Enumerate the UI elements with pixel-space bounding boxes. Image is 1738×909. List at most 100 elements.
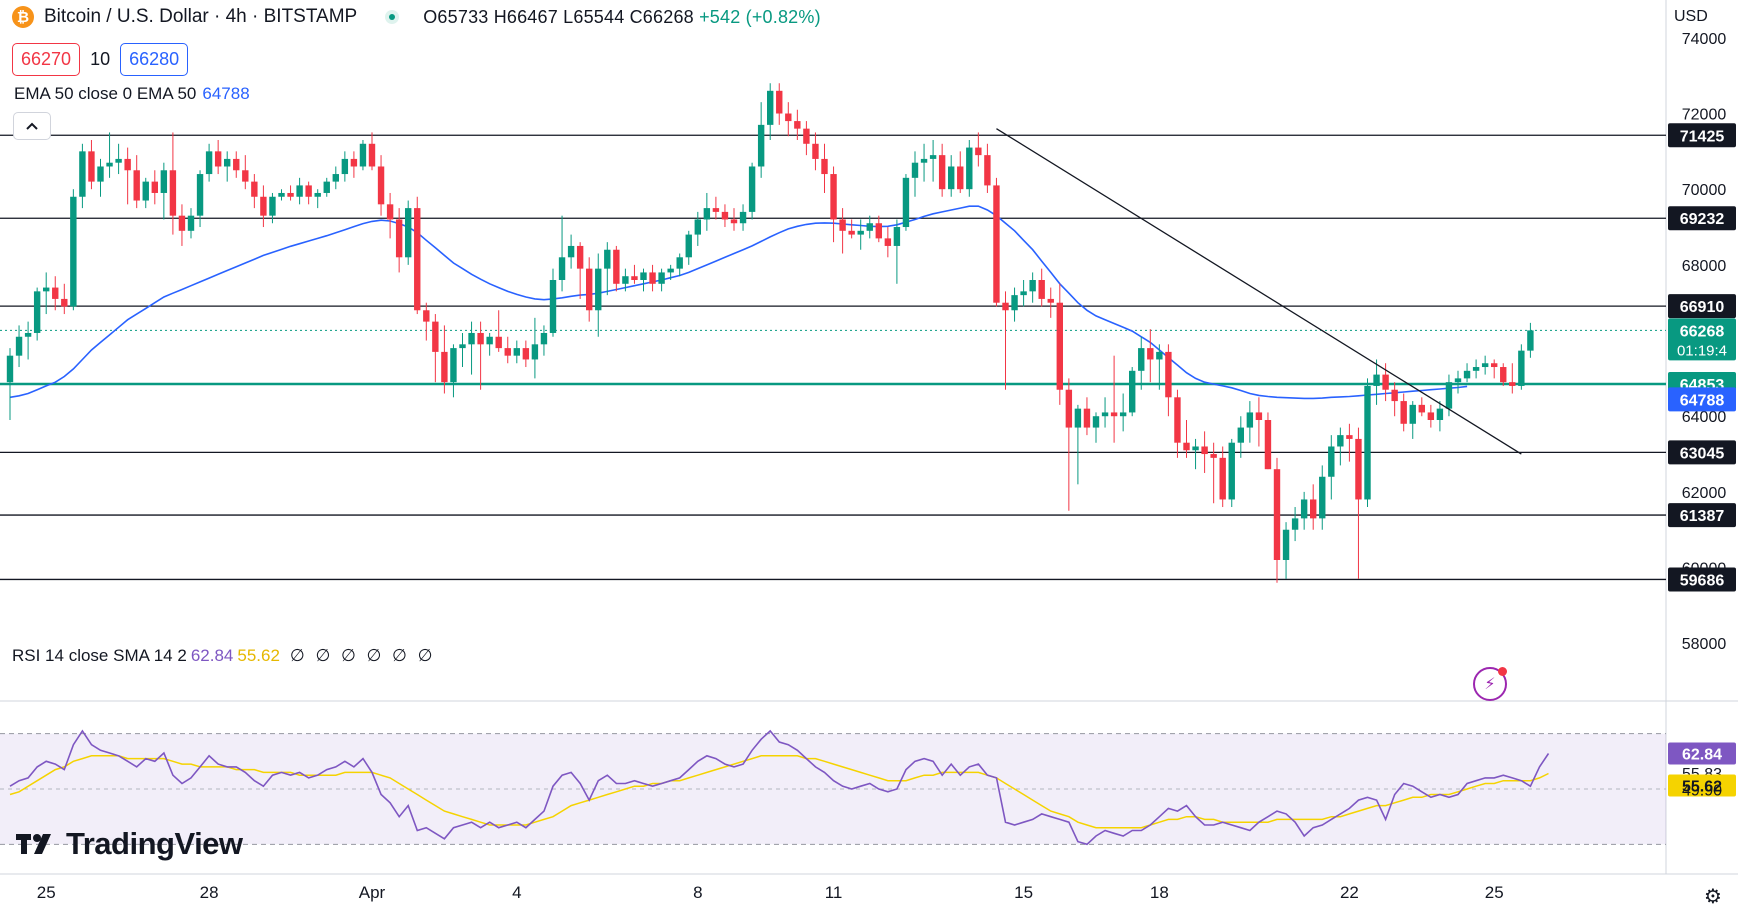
candle-body: [1020, 291, 1027, 296]
time-tick-label: 28: [200, 883, 219, 902]
candle-body: [712, 208, 720, 212]
candle-body: [97, 166, 104, 182]
candle-body: [1011, 295, 1018, 311]
candle-body: [142, 181, 149, 201]
candle-body: [1065, 389, 1073, 428]
candle-body: [785, 113, 792, 122]
candle-body: [495, 336, 502, 349]
trendline: [996, 128, 1522, 455]
candle-body: [767, 90, 774, 125]
market-status-icon: [385, 10, 400, 24]
candle-body: [676, 257, 683, 269]
candle-body: [803, 128, 810, 144]
candle-body: [1083, 408, 1091, 428]
candle-body: [721, 211, 729, 220]
time-tick-label: 15: [1014, 883, 1033, 902]
candle-body: [1355, 438, 1362, 500]
candle-body: [133, 170, 140, 201]
price-axis-label-bg: [1668, 206, 1736, 231]
candle-body: [1237, 427, 1244, 443]
candle-body: [115, 158, 122, 163]
candle-body: [667, 268, 674, 273]
candle-body: [1518, 350, 1525, 386]
candle-body: [821, 158, 828, 175]
candle-body: [405, 208, 412, 258]
candle-body: [938, 155, 946, 190]
candle-body: [586, 268, 593, 311]
candle-body: [911, 162, 919, 178]
candle-body: [604, 249, 611, 269]
candle-body: [24, 332, 32, 337]
candle-body: [350, 158, 358, 167]
candle-body: [341, 158, 349, 175]
candle-body: [1101, 412, 1109, 417]
candle-body: [884, 238, 892, 246]
price-tick-label: 74000: [1682, 31, 1727, 48]
candle-body: [558, 257, 566, 280]
candle-body: [929, 155, 937, 159]
candle-body: [441, 351, 448, 383]
candle-body: [1201, 446, 1208, 455]
rsi-axis-label-bg: [1668, 774, 1736, 797]
candle-body: [377, 166, 385, 205]
candle-body: [1300, 499, 1308, 519]
candle-body: [323, 181, 330, 193]
candle-body: [984, 155, 991, 186]
candle-body: [332, 174, 339, 182]
collapse-legend-button[interactable]: [13, 112, 51, 140]
gear-icon[interactable]: ⚙: [1704, 886, 1722, 908]
price-tick-label: 68000: [1682, 258, 1727, 275]
candle-body: [269, 196, 276, 216]
price-axis-label-bg: [1668, 440, 1736, 465]
price-axis-label: 66268: [1680, 323, 1725, 340]
candle-body: [812, 143, 819, 159]
candle-body: [1500, 367, 1507, 383]
candle-body: [595, 268, 602, 311]
candle-body: [296, 185, 303, 197]
price-tick-label: 72000: [1682, 107, 1727, 124]
candle-body: [776, 90, 783, 114]
time-tick-label: 22: [1340, 883, 1359, 902]
chevron-up-icon: [26, 122, 38, 130]
candle-body: [278, 192, 285, 197]
rsi-legend[interactable]: RSI 14 close SMA 14 2 62.84 55.62 ∅ ∅ ∅ ∅ ∅…: [8, 644, 440, 668]
spread-value: 10: [90, 49, 111, 69]
candle-body: [1119, 412, 1127, 417]
candle-body: [359, 143, 367, 167]
candle-body: [1472, 367, 1480, 371]
candle-body: [1228, 442, 1235, 500]
candle-body: [395, 219, 403, 258]
candle-body: [106, 162, 113, 167]
candles: [6, 83, 1534, 583]
candle-body: [214, 151, 222, 167]
candle-body: [658, 272, 665, 284]
alert-lightning-icon[interactable]: ⚡: [1473, 667, 1507, 701]
candle-body: [1400, 401, 1407, 424]
candle-body: [1138, 348, 1145, 371]
candle-body: [848, 230, 855, 235]
sell-button[interactable]: 66270: [12, 43, 81, 76]
candle-body: [477, 332, 484, 345]
candle-body: [757, 124, 765, 167]
candle-body: [1319, 476, 1326, 519]
candle-body: [414, 208, 421, 311]
candle-body: [1509, 382, 1516, 386]
price-axis-label: 63045: [1680, 445, 1725, 462]
buy-button[interactable]: 66280: [120, 43, 189, 76]
rsi-legend-value: 62.84: [190, 646, 234, 665]
symbol-title[interactable]: Bitcoin / U.S. Dollar · 4h · BITSTAMP: [44, 6, 358, 27]
candle-body: [567, 245, 575, 258]
candle-body: [169, 170, 177, 216]
candle-body: [1273, 469, 1281, 560]
candle-body: [251, 181, 258, 197]
ema-legend[interactable]: EMA 50 close 0 EMA 50 64788: [14, 84, 250, 104]
candle-body: [1255, 412, 1263, 420]
candle-body: [1364, 385, 1371, 500]
price-axis-label: 59686: [1680, 572, 1725, 589]
currency-label[interactable]: USD: [1674, 8, 1708, 25]
candle-body: [576, 245, 584, 269]
candle-body: [459, 344, 466, 349]
candle-body: [368, 143, 376, 167]
ema50-line: [9, 205, 1468, 400]
